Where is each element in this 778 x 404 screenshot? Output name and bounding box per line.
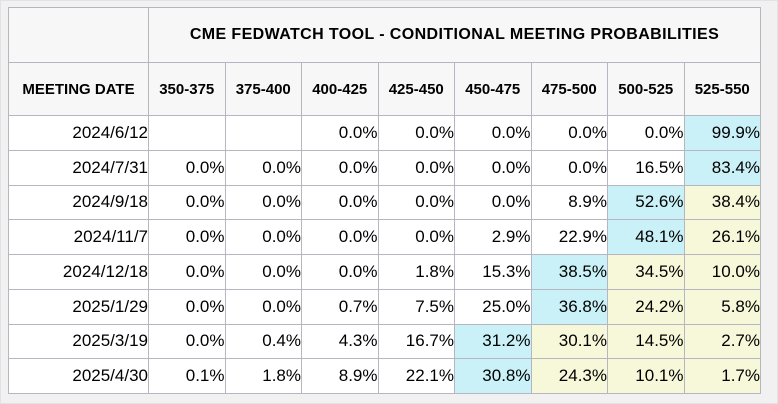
probability-cell: 0.0% bbox=[148, 184, 226, 221]
column-header-row: MEETING DATE 350-375 375-400 400-425 425-45… bbox=[8, 62, 761, 116]
probability-cell: 0.0% bbox=[377, 219, 455, 255]
rate-range-header: 525-550 bbox=[683, 62, 761, 116]
table-row: 2025/3/19 0.0% 0.4% 4.3% 16.7% 31.2% 30.1% 14.5… bbox=[8, 323, 761, 360]
meeting-date-cell: 2024/11/7 bbox=[8, 219, 149, 255]
table-row: 2024/11/7 0.0% 0.0% 0.0% 0.0% 2.9% 22.9% 48.1% 2… bbox=[8, 219, 761, 255]
probability-cell: 36.8% bbox=[530, 288, 608, 325]
meeting-date-cell: 2024/9/18 bbox=[8, 184, 149, 221]
fedwatch-table-container: CME FEDWATCH TOOL - CONDITIONAL MEETING … bbox=[8, 7, 761, 394]
probability-cell: 0.7% bbox=[301, 288, 379, 325]
probability-cell: 0.0% bbox=[377, 115, 455, 151]
probability-cell: 0.0% bbox=[377, 149, 455, 186]
probability-cell: 5.8% bbox=[683, 288, 761, 325]
probability-cell bbox=[224, 115, 302, 151]
probability-cell: 22.9% bbox=[530, 219, 608, 255]
probability-cell: 0.0% bbox=[148, 288, 226, 325]
meeting-date-cell: 2025/3/19 bbox=[8, 323, 149, 360]
probability-cell: 16.5% bbox=[607, 149, 685, 186]
probability-cell: 31.2% bbox=[454, 323, 532, 360]
probability-cell: 34.5% bbox=[607, 254, 685, 290]
probability-cell: 0.0% bbox=[301, 184, 379, 221]
probability-cell bbox=[148, 115, 226, 151]
probability-cell: 0.0% bbox=[301, 115, 379, 151]
probability-cell: 0.1% bbox=[148, 358, 226, 394]
table-title: CME FEDWATCH TOOL - CONDITIONAL MEETING … bbox=[148, 7, 761, 63]
table-header: CME FEDWATCH TOOL - CONDITIONAL MEETING … bbox=[8, 7, 761, 116]
table-body: 2024/6/12 0.0% 0.0% 0.0% 0.0% 0.0% 99.9% 2024/7… bbox=[8, 115, 761, 394]
probability-cell: 0.0% bbox=[454, 115, 532, 151]
probability-cell: 0.0% bbox=[454, 184, 532, 221]
probability-cell: 4.3% bbox=[301, 323, 379, 360]
rate-range-header: 400-425 bbox=[301, 62, 379, 116]
meeting-date-cell: 2024/12/18 bbox=[8, 254, 149, 290]
meeting-date-cell: 2025/1/29 bbox=[8, 288, 149, 325]
probability-cell: 38.5% bbox=[530, 254, 608, 290]
probability-cell: 1.8% bbox=[224, 358, 302, 394]
title-row: CME FEDWATCH TOOL - CONDITIONAL MEETING … bbox=[8, 7, 761, 63]
probability-cell: 0.4% bbox=[224, 323, 302, 360]
rate-range-header: 425-450 bbox=[377, 62, 455, 116]
probability-cell: 24.2% bbox=[607, 288, 685, 325]
probability-cell: 7.5% bbox=[377, 288, 455, 325]
probability-cell: 10.1% bbox=[607, 358, 685, 394]
table-row: 2024/6/12 0.0% 0.0% 0.0% 0.0% 0.0% 99.9% bbox=[8, 115, 761, 151]
probability-cell: 0.0% bbox=[301, 149, 379, 186]
probability-cell: 0.0% bbox=[530, 115, 608, 151]
probability-cell: 99.9% bbox=[683, 115, 761, 151]
table-row: 2024/9/18 0.0% 0.0% 0.0% 0.0% 0.0% 8.9% 52.6% 38… bbox=[8, 184, 761, 221]
table-row: 2024/7/31 0.0% 0.0% 0.0% 0.0% 0.0% 0.0% 16.5% 83… bbox=[8, 149, 761, 186]
probability-cell: 0.0% bbox=[148, 323, 226, 360]
probability-cell: 22.1% bbox=[377, 358, 455, 394]
probability-cell: 0.0% bbox=[148, 254, 226, 290]
meeting-date-cell: 2025/4/30 bbox=[8, 358, 149, 394]
probability-cell: 16.7% bbox=[377, 323, 455, 360]
probability-cell: 24.3% bbox=[530, 358, 608, 394]
probability-cell: 0.0% bbox=[454, 149, 532, 186]
table-row: 2025/4/30 0.1% 1.8% 8.9% 22.1% 30.8% 24.3% 10.1… bbox=[8, 358, 761, 394]
probability-cell: 2.7% bbox=[683, 323, 761, 360]
probability-cell: 48.1% bbox=[607, 219, 685, 255]
probability-cell: 1.8% bbox=[377, 254, 455, 290]
probability-cell: 38.4% bbox=[683, 184, 761, 221]
probability-cell: 0.0% bbox=[224, 254, 302, 290]
probability-cell: 30.8% bbox=[454, 358, 532, 394]
meeting-date-cell: 2024/6/12 bbox=[8, 115, 149, 151]
probability-cell: 0.0% bbox=[148, 149, 226, 186]
probability-cell: 8.9% bbox=[530, 184, 608, 221]
probability-cell: 8.9% bbox=[301, 358, 379, 394]
probability-cell: 83.4% bbox=[683, 149, 761, 186]
probability-cell: 15.3% bbox=[454, 254, 532, 290]
probability-cell: 0.0% bbox=[224, 219, 302, 255]
probability-cell: 52.6% bbox=[607, 184, 685, 221]
probability-cell: 10.0% bbox=[683, 254, 761, 290]
rate-range-header: 450-475 bbox=[454, 62, 532, 116]
rate-range-header: 475-500 bbox=[530, 62, 608, 116]
table-row: 2025/1/29 0.0% 0.0% 0.7% 7.5% 25.0% 36.8% 24.2%… bbox=[8, 288, 761, 325]
probability-cell: 25.0% bbox=[454, 288, 532, 325]
probability-cell: 0.0% bbox=[607, 115, 685, 151]
corner-cell bbox=[8, 7, 149, 63]
probability-cell: 30.1% bbox=[530, 323, 608, 360]
probability-cell: 0.0% bbox=[224, 184, 302, 221]
probability-cell: 0.0% bbox=[301, 219, 379, 255]
probability-cell: 0.0% bbox=[224, 149, 302, 186]
probability-cell: 14.5% bbox=[607, 323, 685, 360]
probability-cell: 2.9% bbox=[454, 219, 532, 255]
probability-cell: 26.1% bbox=[683, 219, 761, 255]
probability-cell: 0.0% bbox=[530, 149, 608, 186]
fedwatch-probabilities-table: CME FEDWATCH TOOL - CONDITIONAL MEETING … bbox=[8, 7, 761, 394]
rate-range-header: 350-375 bbox=[148, 62, 226, 116]
meeting-date-cell: 2024/7/31 bbox=[8, 149, 149, 186]
rate-range-header: 500-525 bbox=[607, 62, 685, 116]
probability-cell: 0.0% bbox=[224, 288, 302, 325]
probability-cell: 0.0% bbox=[148, 219, 226, 255]
table-row: 2024/12/18 0.0% 0.0% 0.0% 1.8% 15.3% 38.5% 34.5… bbox=[8, 254, 761, 290]
probability-cell: 0.0% bbox=[301, 254, 379, 290]
rate-range-header: 375-400 bbox=[224, 62, 302, 116]
probability-cell: 1.7% bbox=[683, 358, 761, 394]
meeting-date-header: MEETING DATE bbox=[8, 62, 149, 116]
probability-cell: 0.0% bbox=[377, 184, 455, 221]
